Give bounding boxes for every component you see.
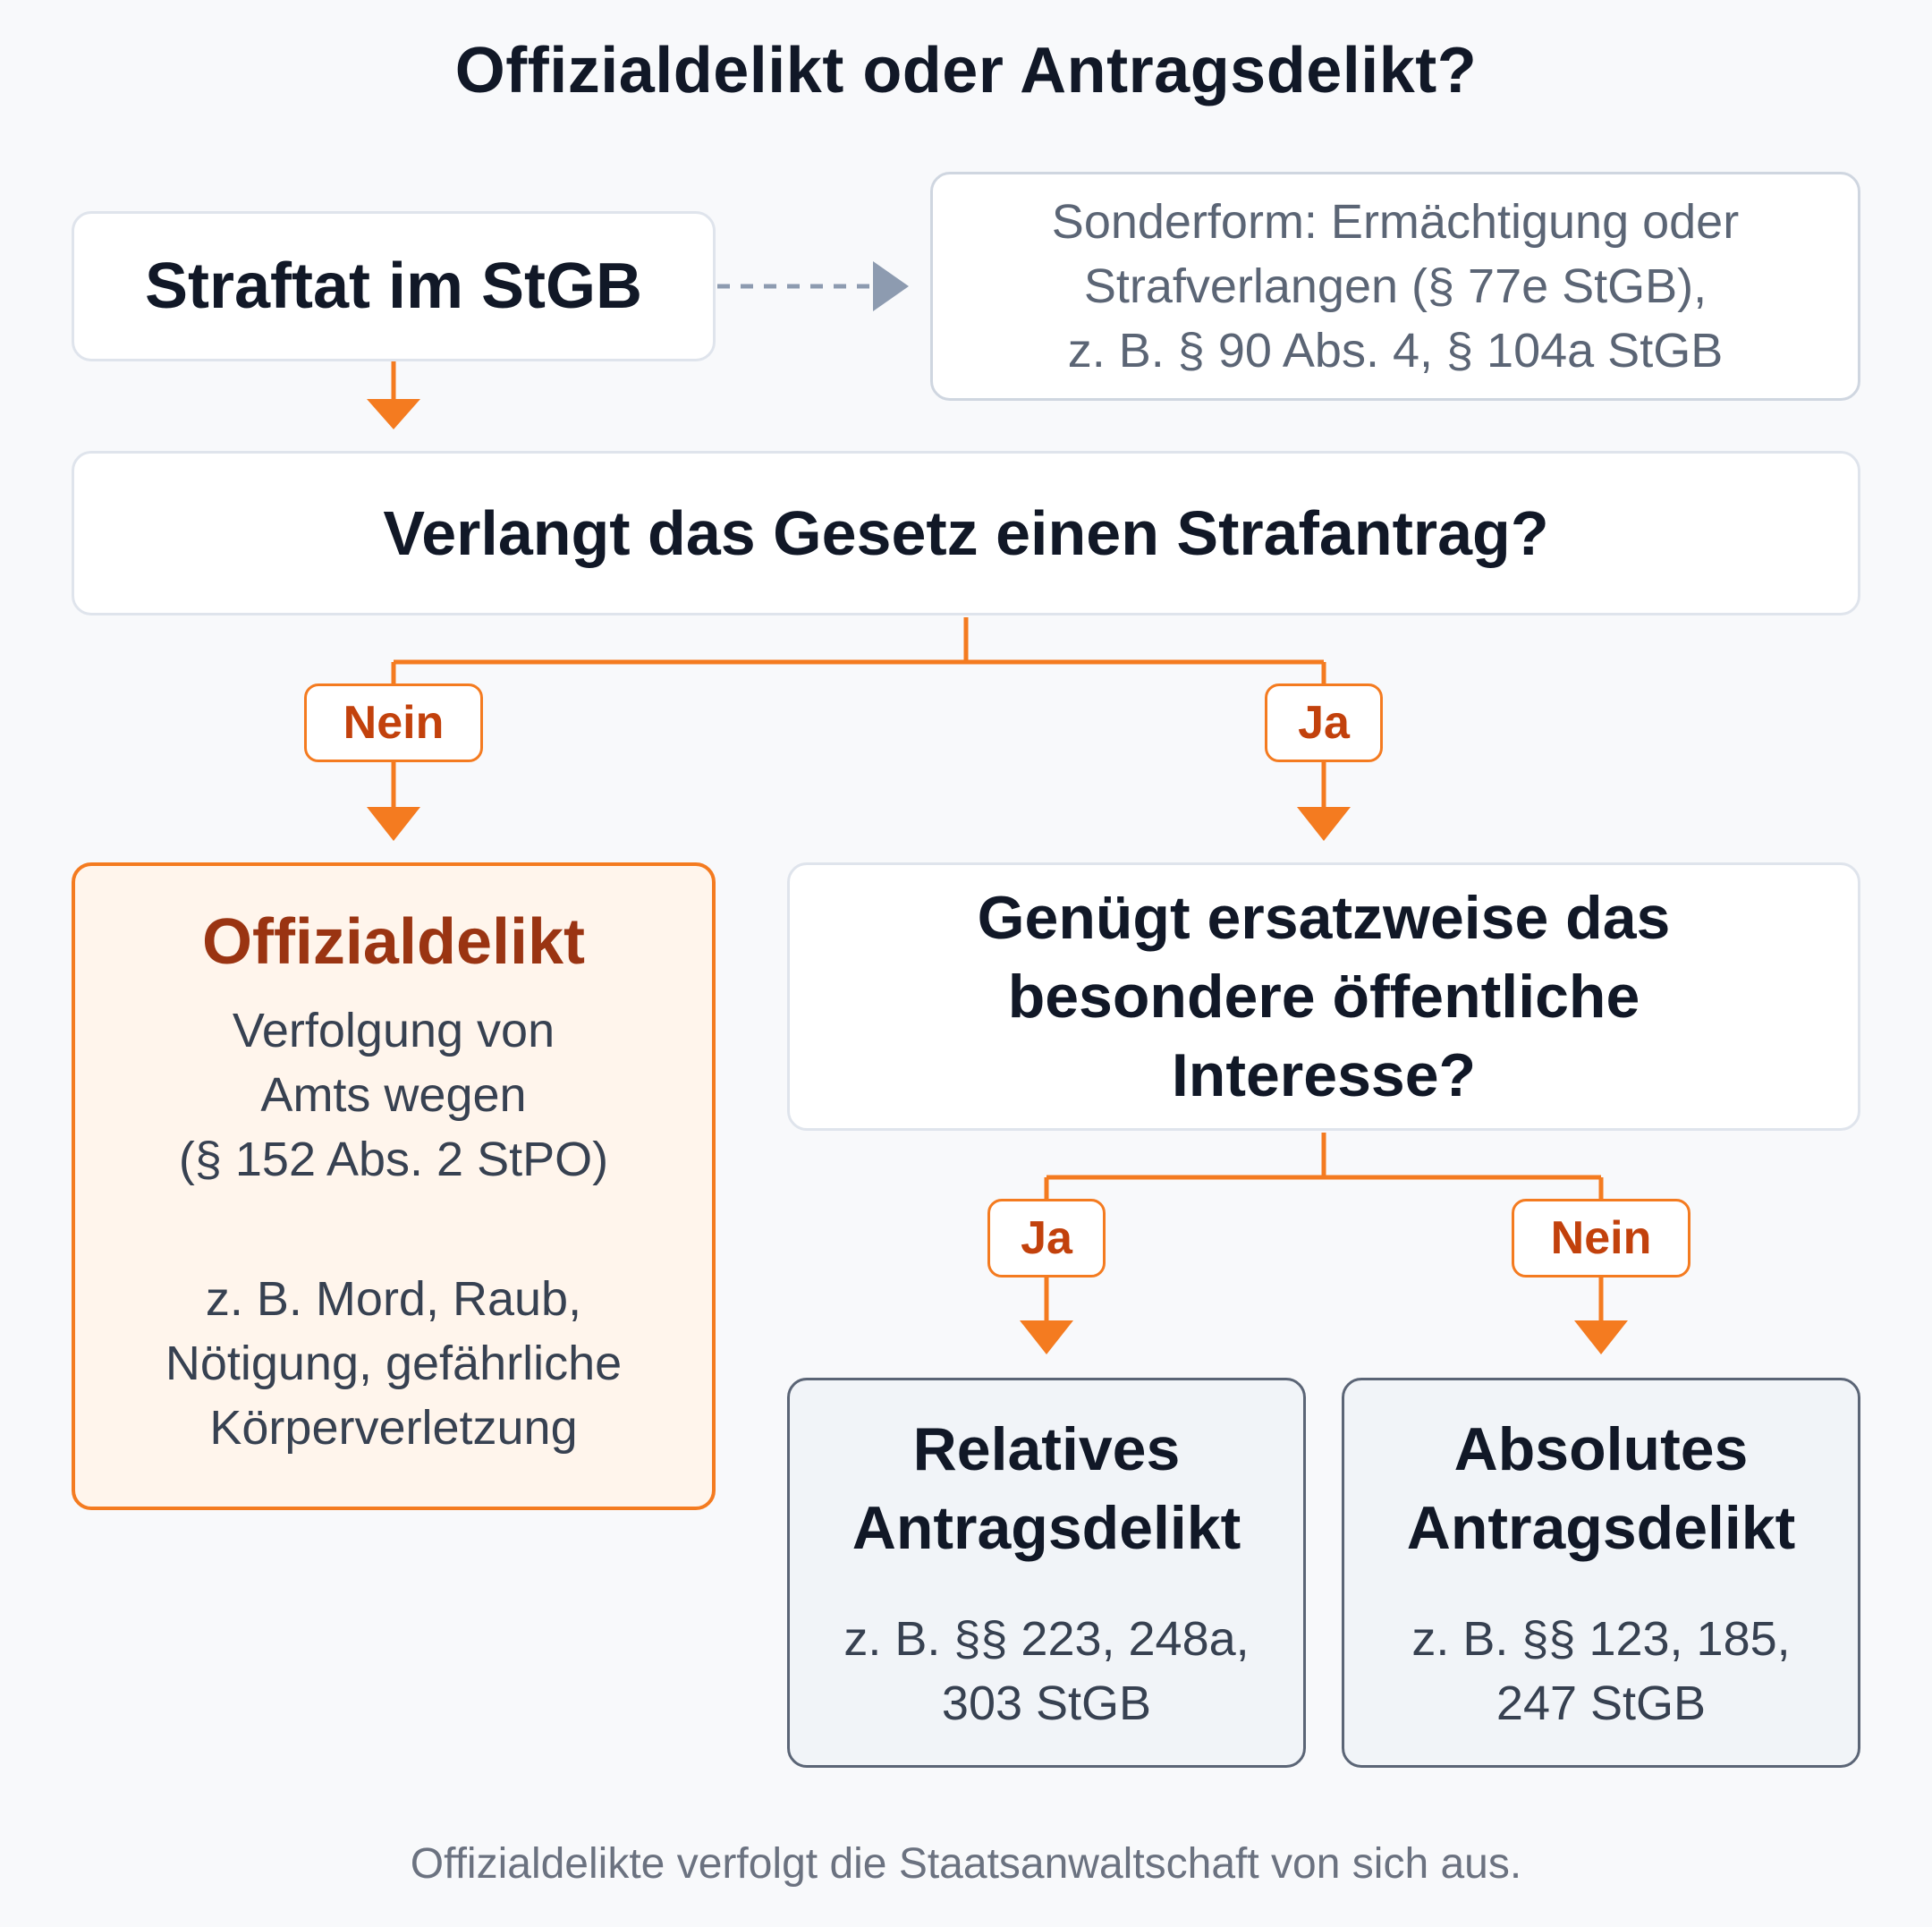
- relatives-examples: z. B. §§ 223, 248a, 303 StGB: [843, 1612, 1250, 1730]
- branch-q2: [1044, 1133, 1604, 1199]
- label-ja-1: Ja: [1265, 683, 1383, 762]
- arrowhead-q1: [367, 399, 420, 429]
- absolutes-examples: z. B. §§ 123, 185, 247 StGB: [1411, 1612, 1791, 1730]
- absolutes-title: Absolutes Antragsdelikt: [1406, 1415, 1796, 1562]
- question-oeffentliches-interesse-text: Genügt ersatzweise das besondere öffentl…: [977, 884, 1671, 1109]
- offizialdelikt-node: Offizialdelikt Verfolgung von Amts wegen…: [72, 862, 716, 1510]
- label-nein-1: Nein: [304, 683, 483, 762]
- label-ja-2: Ja: [987, 1199, 1106, 1278]
- arrowhead-q2: [1297, 807, 1351, 841]
- footer-note: Offizialdelikte verfolgt die Staatsanwal…: [410, 1840, 1522, 1888]
- offizialdelikt-description: Verfolgung von Amts wegen (§ 152 Abs. 2 …: [178, 1004, 609, 1186]
- branch-q1: [391, 617, 1326, 683]
- arrowhead-offizial: [367, 807, 420, 841]
- start-node: Straftat im StGB: [72, 211, 716, 361]
- offizialdelikt-title: Offizialdelikt: [201, 906, 586, 978]
- arrowhead-absolutes: [1574, 1320, 1628, 1354]
- relatives-antragsdelikt-node: Relatives Antragsdelikt z. B. §§ 223, 24…: [787, 1378, 1306, 1768]
- dashed-arrowhead: [873, 261, 909, 311]
- offizialdelikt-examples: z. B. Mord, Raub, Nötigung, gefährliche …: [165, 1272, 623, 1455]
- question-strafantrag-text: Verlangt das Gesetz einen Strafantrag?: [383, 498, 1549, 568]
- question-oeffentliches-interesse: Genügt ersatzweise das besondere öffentl…: [787, 862, 1860, 1131]
- arrowhead-relatives: [1020, 1320, 1073, 1354]
- start-label: Straftat im StGB: [144, 250, 643, 322]
- label-nein-2: Nein: [1512, 1199, 1690, 1278]
- absolutes-antragsdelikt-node: Absolutes Antragsdelikt z. B. §§ 123, 18…: [1342, 1378, 1860, 1768]
- relatives-title: Relatives Antragsdelikt: [852, 1415, 1241, 1562]
- note-node: Sonderform: Ermächtigung oder Strafverla…: [930, 172, 1860, 401]
- note-text: Sonderform: Ermächtigung oder Strafverla…: [1051, 195, 1740, 378]
- page-title: Offizialdelikt oder Antragsdelikt?: [454, 35, 1478, 106]
- question-strafantrag: Verlangt das Gesetz einen Strafantrag?: [72, 451, 1860, 615]
